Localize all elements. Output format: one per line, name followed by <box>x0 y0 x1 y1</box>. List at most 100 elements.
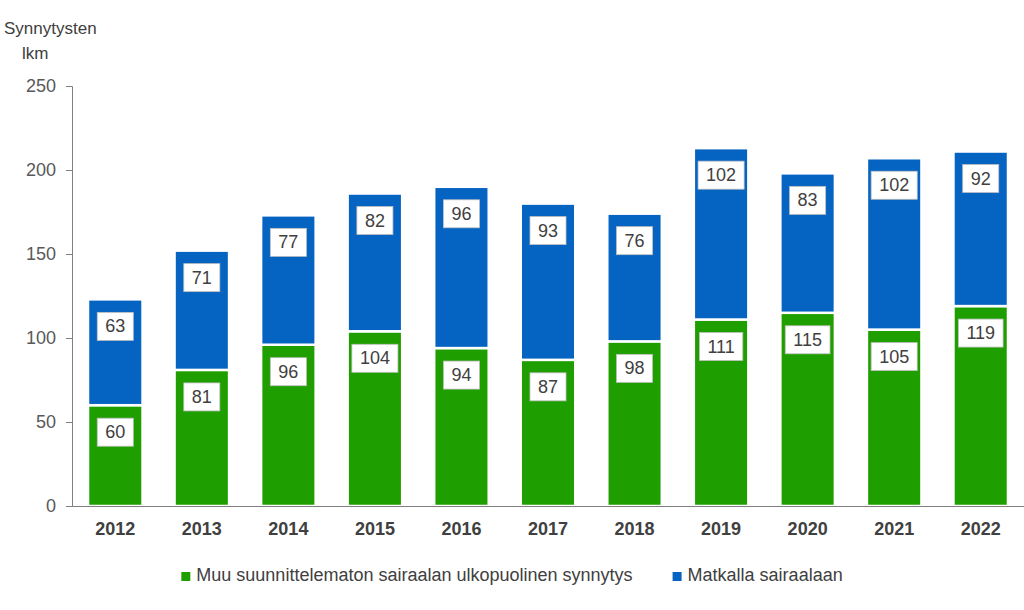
y-tick: 250 <box>26 76 72 96</box>
data-label-text: 96 <box>451 204 471 224</box>
x-tick: 2013 <box>182 519 222 539</box>
data-label-box <box>699 333 742 361</box>
y-tick-mark <box>66 254 72 255</box>
data-label: 71 <box>184 264 220 292</box>
data-label-text: 98 <box>625 358 645 378</box>
data-label: 94 <box>443 361 479 389</box>
x-axis-line <box>73 506 1024 507</box>
y-axis: 0 50 100 150 200 250 <box>26 76 73 516</box>
data-label: 87 <box>530 373 566 401</box>
data-label: 60 <box>97 418 133 446</box>
data-label: 102 <box>698 161 744 189</box>
data-label: 119 <box>958 319 1003 347</box>
y-axis-line <box>66 87 73 507</box>
bar <box>607 214 662 342</box>
legend-label: Muu suunnittelematon sairaalan ulkopuoli… <box>196 565 632 585</box>
data-label-box <box>357 207 393 235</box>
bar <box>694 148 749 319</box>
bar <box>348 194 403 332</box>
y-tick: 0 <box>46 496 72 516</box>
y-tick-label: 200 <box>26 160 56 180</box>
data-label: 92 <box>963 165 999 193</box>
data-label-text: 104 <box>360 348 390 368</box>
x-tick-label: 2017 <box>528 519 568 539</box>
data-label: 76 <box>617 227 653 255</box>
data-label: 96 <box>270 358 306 386</box>
x-tick: 2016 <box>441 519 481 539</box>
data-label-box <box>184 264 220 292</box>
data-label-box <box>958 319 1003 347</box>
chart: Synnytystenlkm05010015020025020122013201… <box>0 0 1024 610</box>
bar <box>88 405 143 506</box>
data-labels: 6081961049487981111151051196371778296937… <box>97 161 1003 446</box>
bar <box>261 215 316 344</box>
data-label-box <box>97 418 133 446</box>
data-label: 102 <box>871 171 917 199</box>
x-tick: 2017 <box>528 519 568 539</box>
data-label: 82 <box>357 207 393 235</box>
y-tick-label: 150 <box>26 244 56 264</box>
legend-label: Matkalla sairaalaan <box>688 565 843 585</box>
data-label-box <box>617 354 653 382</box>
data-label-text: 82 <box>365 211 385 231</box>
y-tick-mark <box>66 506 72 507</box>
x-tick-label: 2022 <box>961 519 1001 539</box>
x-tick: 2015 <box>355 519 395 539</box>
data-label-box <box>352 344 398 372</box>
data-label-text: 119 <box>966 323 995 343</box>
data-label-box <box>270 228 306 256</box>
data-label-text: 71 <box>192 268 212 288</box>
legend-item: Matkalla sairaalaan <box>673 565 843 585</box>
y-tick: 150 <box>26 244 72 264</box>
x-tick: 2020 <box>788 519 828 539</box>
series <box>88 148 1008 405</box>
x-tick-label: 2016 <box>441 519 481 539</box>
y-tick: 100 <box>26 328 72 348</box>
bar <box>953 306 1008 506</box>
bar <box>434 348 489 506</box>
y-tick: 50 <box>36 412 72 432</box>
data-label-text: 83 <box>798 190 818 210</box>
y-tick-label: 250 <box>26 76 56 96</box>
x-tick-label: 2014 <box>268 519 308 539</box>
x-tick-label: 2013 <box>182 519 222 539</box>
data-label-text: 94 <box>451 365 471 385</box>
data-label-box <box>97 312 133 340</box>
data-label-text: 92 <box>971 169 991 189</box>
data-label: 96 <box>443 200 479 228</box>
data-label-text: 102 <box>706 165 736 185</box>
data-label-box <box>698 161 744 189</box>
y-axis-title: Synnytystenlkm <box>4 19 97 63</box>
data-label-text: 77 <box>278 232 298 252</box>
x-tick-label: 2020 <box>788 519 828 539</box>
data-label-box <box>443 200 479 228</box>
bar <box>175 370 230 506</box>
bar <box>780 173 835 312</box>
bar <box>780 313 835 506</box>
data-label-text: 111 <box>707 337 734 357</box>
data-label-text: 93 <box>538 221 558 241</box>
bar <box>348 331 403 506</box>
data-label: 105 <box>871 343 917 371</box>
data-label: 115 <box>785 326 830 354</box>
data-label: 104 <box>352 344 398 372</box>
x-tick: 2019 <box>701 519 741 539</box>
y-tick-label: 50 <box>36 412 56 432</box>
x-tick-label: 2018 <box>615 519 655 539</box>
bar <box>953 152 1008 307</box>
bar <box>521 204 576 360</box>
y-tick: 200 <box>26 160 72 180</box>
bar <box>88 299 143 405</box>
x-tick: 2021 <box>874 519 914 539</box>
bar <box>867 330 922 506</box>
data-label-box <box>184 383 220 411</box>
data-label-box <box>871 171 917 199</box>
y-tick-mark <box>66 86 72 87</box>
data-label: 63 <box>97 312 133 340</box>
data-label-box <box>790 186 826 214</box>
plot-area <box>88 148 1008 506</box>
legend-swatch <box>673 572 682 581</box>
bar <box>521 360 576 506</box>
legend-item: Muu suunnittelematon sairaalan ulkopuoli… <box>181 565 632 585</box>
data-label-text: 60 <box>105 422 125 442</box>
